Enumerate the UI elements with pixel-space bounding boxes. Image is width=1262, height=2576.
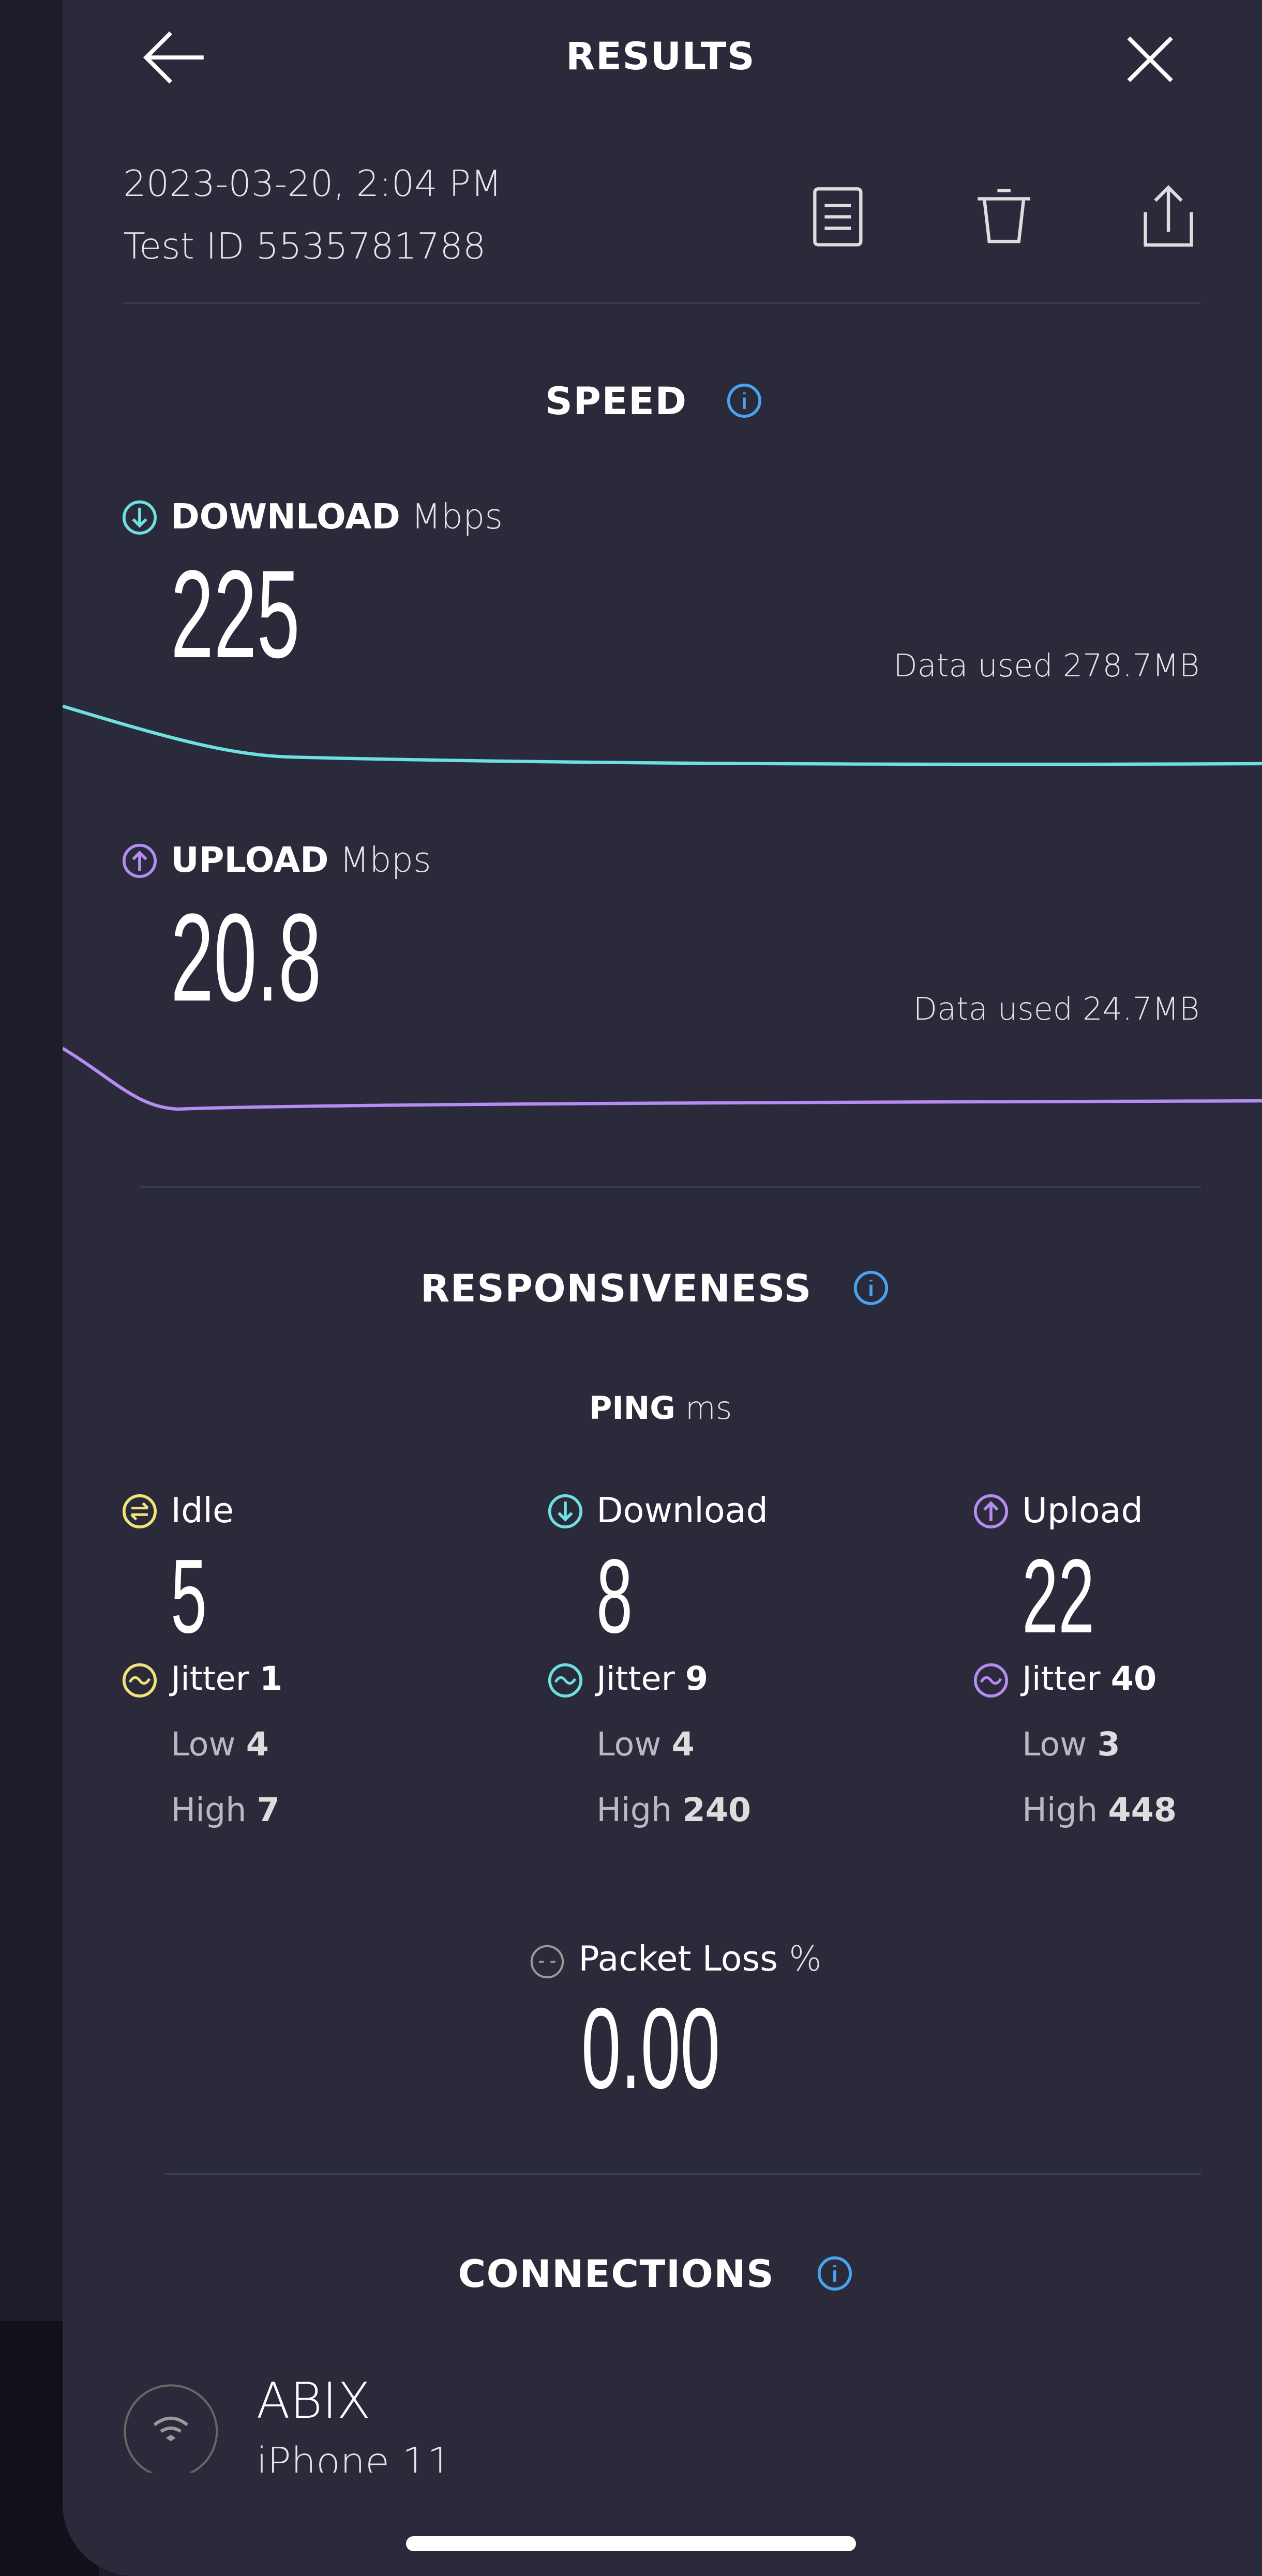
high-label: High — [596, 1791, 672, 1829]
speed-info-icon[interactable] — [726, 383, 762, 419]
packet-loss-value: 0.00 — [581, 1984, 720, 2113]
back-button[interactable] — [141, 28, 207, 87]
ping-column-label: Upload — [1022, 1490, 1143, 1531]
jitter-icon — [548, 1663, 582, 1698]
divider — [140, 1186, 1201, 1188]
packet-loss-unit: % — [789, 1938, 822, 1979]
download-title: DOWNLOAD — [171, 496, 400, 537]
packet-loss-icon — [530, 1945, 564, 1978]
share-icon[interactable] — [1140, 183, 1196, 248]
download-unit: Mbps — [411, 496, 503, 537]
ping-unit: ms — [685, 1390, 732, 1427]
low-value: 4 — [671, 1725, 695, 1764]
wifi-icon — [124, 2384, 218, 2473]
jitter-label: Jitter — [1022, 1659, 1101, 1698]
responsiveness-title: RESPONSIVENESS — [420, 1266, 812, 1311]
ping-value: 22 — [1022, 1538, 1095, 1656]
close-button[interactable] — [1125, 35, 1175, 84]
upload-ping-icon — [973, 1494, 1008, 1528]
jitter-value: 40 — [1110, 1659, 1157, 1698]
home-indicator — [405, 2536, 857, 2552]
jitter-value: 1 — [260, 1659, 283, 1698]
upload-icon — [123, 843, 157, 878]
high-value: 7 — [257, 1791, 280, 1829]
upload-data-used: Data used 24.7MB — [913, 991, 1200, 1028]
divider — [164, 2173, 1201, 2175]
low-label: Low — [596, 1725, 662, 1764]
idle-icon — [123, 1494, 157, 1528]
jitter-icon — [973, 1663, 1008, 1698]
divider — [123, 302, 1201, 304]
page-title: RESULTS — [566, 35, 756, 79]
connection-item[interactable]: ABIX iPhone 11 — [99, 2366, 1249, 2473]
jitter-label: Jitter — [596, 1659, 675, 1698]
high-value: 240 — [682, 1791, 752, 1829]
download-label: DOWNLOAD Mbps — [171, 499, 503, 534]
connection-device: iPhone 11 — [256, 2439, 453, 2473]
download-ping-icon — [548, 1494, 582, 1528]
low-label: Low — [171, 1725, 236, 1764]
high-value: 448 — [1108, 1791, 1177, 1829]
results-panel: RESULTS 2023-03-20, 2:04 PM Test ID 5535… — [62, 0, 1262, 2576]
ping-label: PING ms — [589, 1393, 732, 1424]
upload-label: UPLOAD Mbps — [171, 843, 431, 877]
speed-title: SPEED — [545, 380, 687, 424]
ping-column-label: Download — [596, 1490, 768, 1531]
connections-info-icon[interactable] — [817, 2255, 853, 2292]
ping-title: PING — [589, 1390, 675, 1427]
connection-provider: ABIX — [256, 2373, 371, 2430]
upload-value: 20.8 — [171, 887, 322, 1027]
high-label: High — [1022, 1791, 1098, 1829]
download-data-used: Data used 278.7MB — [893, 648, 1200, 685]
test-id: Test ID 5535781788 — [123, 225, 486, 267]
low-value: 4 — [246, 1725, 269, 1764]
upload-unit: Mbps — [339, 839, 431, 880]
ping-column-label: Idle — [171, 1490, 234, 1531]
ping-value: 8 — [596, 1538, 633, 1656]
connections-title: CONNECTIONS — [458, 2252, 775, 2297]
upload-graph — [62, 1047, 1262, 1111]
packet-loss-title: Packet Loss — [578, 1938, 778, 1979]
test-datetime: 2023-03-20, 2:04 PM — [123, 162, 502, 205]
high-label: High — [171, 1791, 247, 1829]
packet-loss-label: Packet Loss % — [578, 1942, 821, 1976]
download-icon — [123, 500, 157, 535]
upload-title: UPLOAD — [171, 839, 329, 880]
responsiveness-info-icon[interactable] — [853, 1270, 889, 1306]
low-label: Low — [1022, 1725, 1087, 1764]
document-icon[interactable] — [812, 186, 864, 248]
ping-value: 5 — [171, 1538, 207, 1656]
trash-icon[interactable] — [974, 186, 1033, 248]
jitter-icon — [123, 1663, 157, 1698]
download-value: 225 — [171, 544, 301, 684]
low-value: 3 — [1097, 1725, 1120, 1764]
jitter-value: 9 — [685, 1659, 709, 1698]
download-graph — [62, 705, 1262, 766]
jitter-label: Jitter — [171, 1659, 249, 1698]
